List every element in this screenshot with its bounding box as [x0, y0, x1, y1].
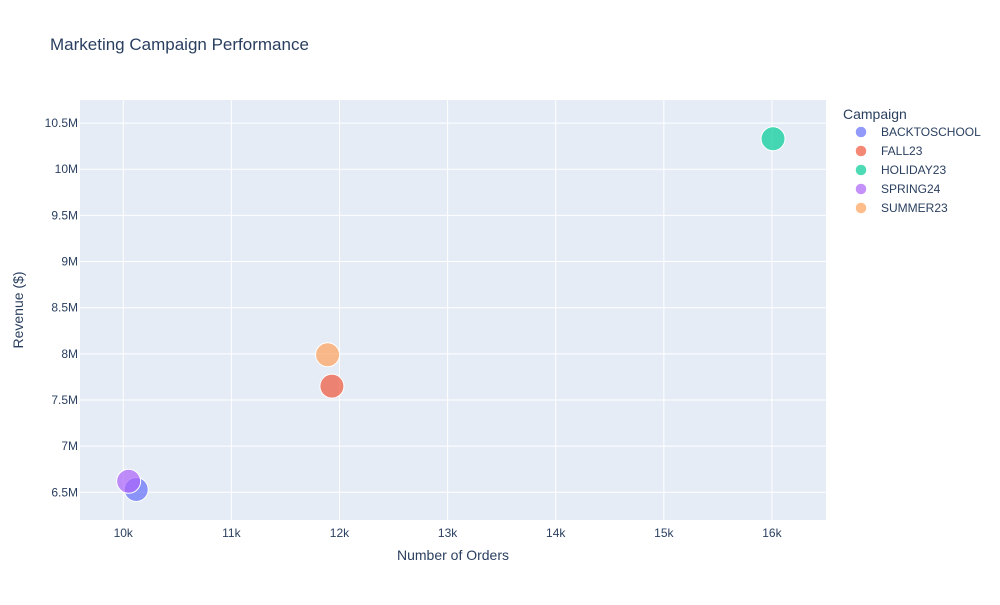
- data-point-holiday23: [760, 126, 786, 152]
- data-point-spring24: [116, 468, 142, 494]
- x-tick-label: 10k: [114, 526, 134, 540]
- plot-area: [80, 100, 826, 520]
- data-point-fall23: [319, 373, 345, 399]
- legend-marker-summer23: [855, 202, 867, 214]
- legend-marker-holiday23: [855, 164, 867, 176]
- x-tick-label: 15k: [654, 526, 674, 540]
- x-tick-label: 16k: [762, 526, 782, 540]
- grid-lines: [80, 100, 826, 520]
- legend-label-holiday23: HOLIDAY23: [881, 163, 946, 177]
- y-tick-label: 8M: [61, 347, 78, 361]
- x-tick-label: 14k: [546, 526, 566, 540]
- legend-label-fall23: FALL23: [881, 144, 923, 158]
- y-tick-label: 7.5M: [51, 393, 78, 407]
- y-tick-label: 7M: [61, 439, 78, 453]
- y-axis-label: Revenue ($): [10, 271, 26, 348]
- legend-title: Campaign: [843, 106, 907, 122]
- y-tick-label: 9.5M: [51, 208, 78, 222]
- legend-marker-fall23: [855, 145, 867, 157]
- y-tick-label: 9M: [61, 255, 78, 269]
- legend-marker-spring24: [855, 183, 867, 195]
- y-tick-label: 8.5M: [51, 301, 78, 315]
- legend-label-spring24: SPRING24: [881, 182, 941, 196]
- legend-label-summer23: SUMMER23: [881, 201, 948, 215]
- x-tick-label: 11k: [222, 526, 241, 540]
- legend-marker-backtoschool: [855, 126, 867, 138]
- data-points: [116, 126, 786, 503]
- x-axis-label: Number of Orders: [397, 547, 509, 563]
- x-tick-label: 12k: [330, 526, 350, 540]
- legend: Campaign BACKTOSCHOOL FALL23 HOLIDAY23 SPRI…: [843, 106, 981, 215]
- y-tick-label: 10.5M: [45, 116, 78, 130]
- axis-ticks: 10k 11k 12k 13k 14k 15k 16k 6.5M 7M 7.5M 8M 8.5M 9M 9…: [45, 116, 783, 540]
- chart-title: Marketing Campaign Performance: [50, 35, 309, 54]
- data-point-summer23: [315, 342, 341, 368]
- y-tick-label: 6.5M: [51, 485, 78, 499]
- y-tick-label: 10M: [55, 162, 78, 176]
- legend-label-backtoschool: BACKTOSCHOOL: [881, 125, 981, 139]
- x-tick-label: 13k: [438, 526, 458, 540]
